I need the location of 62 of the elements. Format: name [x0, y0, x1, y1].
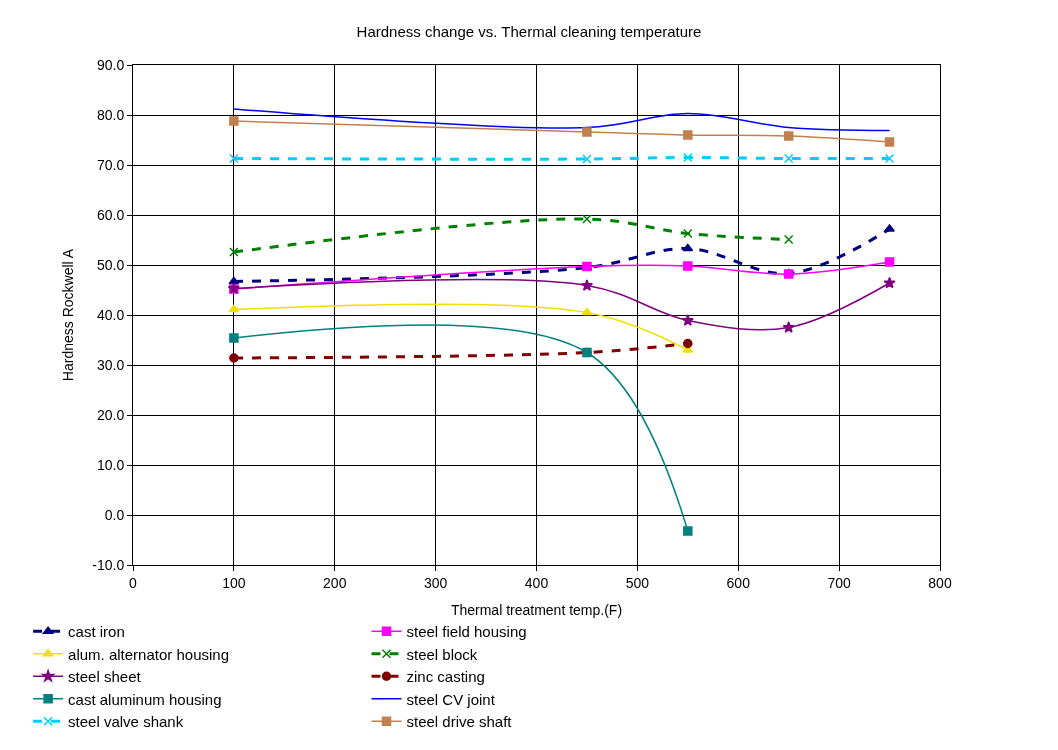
point: [229, 333, 239, 343]
legend-label: steel sheet: [68, 668, 142, 686]
point: [683, 338, 693, 349]
point: [229, 116, 239, 126]
legend-label: alum. alternator housing: [68, 645, 230, 663]
point: [229, 353, 239, 363]
x-tick-label: 300: [423, 574, 448, 591]
point: [883, 276, 896, 289]
y-tick-label: 30.0: [96, 356, 125, 373]
y-tick-label: 50.0: [96, 256, 125, 273]
y-tick-label: 80.0: [96, 106, 125, 123]
y-tick-label: 90.0: [96, 56, 125, 73]
point: [683, 526, 693, 536]
x-axis-title: Thermal treatment temp.(F): [450, 602, 623, 619]
legend-label: steel block: [406, 645, 478, 663]
y-tick-label: 70.0: [96, 156, 125, 173]
x-tick-label: 800: [928, 574, 952, 591]
point: [783, 234, 794, 245]
y-tick-label: 20.0: [96, 406, 125, 423]
point: [582, 127, 592, 137]
y-tick-label: 60.0: [96, 206, 125, 223]
point: [581, 307, 593, 316]
legend-label: zinc casting: [406, 668, 485, 686]
y-tick-label: 0.0: [104, 506, 125, 523]
point: [681, 314, 694, 326]
point: [683, 261, 693, 271]
y-tick-label: -10.0: [92, 556, 125, 573]
point: [783, 153, 794, 164]
point: [884, 137, 895, 147]
legend-label: steel CV joint: [406, 690, 496, 708]
x-tick-label: 700: [827, 574, 852, 591]
point: [683, 152, 693, 163]
x-tick-label: 500: [625, 574, 650, 591]
point: [582, 154, 592, 164]
x-tick-label: 400: [524, 574, 549, 591]
point: [782, 321, 795, 333]
point: [682, 243, 694, 252]
point: [884, 224, 895, 232]
point: [683, 130, 693, 140]
point: [884, 257, 895, 267]
point: [783, 131, 794, 141]
x-tick-label: 600: [726, 574, 751, 591]
x-tick-label: 100: [222, 574, 246, 591]
point: [683, 228, 693, 239]
legend-label: cast aluminum housing: [68, 690, 222, 708]
point: [229, 153, 239, 164]
point: [228, 276, 240, 285]
y-tick-label: 40.0: [96, 306, 125, 323]
legend-label: steel field housing: [406, 623, 527, 641]
legend-label: cast iron: [68, 623, 125, 641]
point: [228, 304, 240, 313]
point: [580, 279, 594, 291]
chart-title: Hardness change vs. Thermal cleaning temperature: [356, 22, 702, 40]
point: [229, 247, 239, 257]
y-axis-title: Hardness Rockwell A: [59, 248, 76, 382]
legend-label: steel drive shaft: [406, 713, 513, 731]
point: [582, 214, 592, 224]
x-tick-label: 200: [323, 574, 347, 591]
point: [884, 153, 895, 164]
y-tick-label: 10.0: [96, 456, 125, 473]
x-tick-label: 0: [129, 574, 138, 591]
legend-label: steel valve shank: [68, 713, 184, 731]
